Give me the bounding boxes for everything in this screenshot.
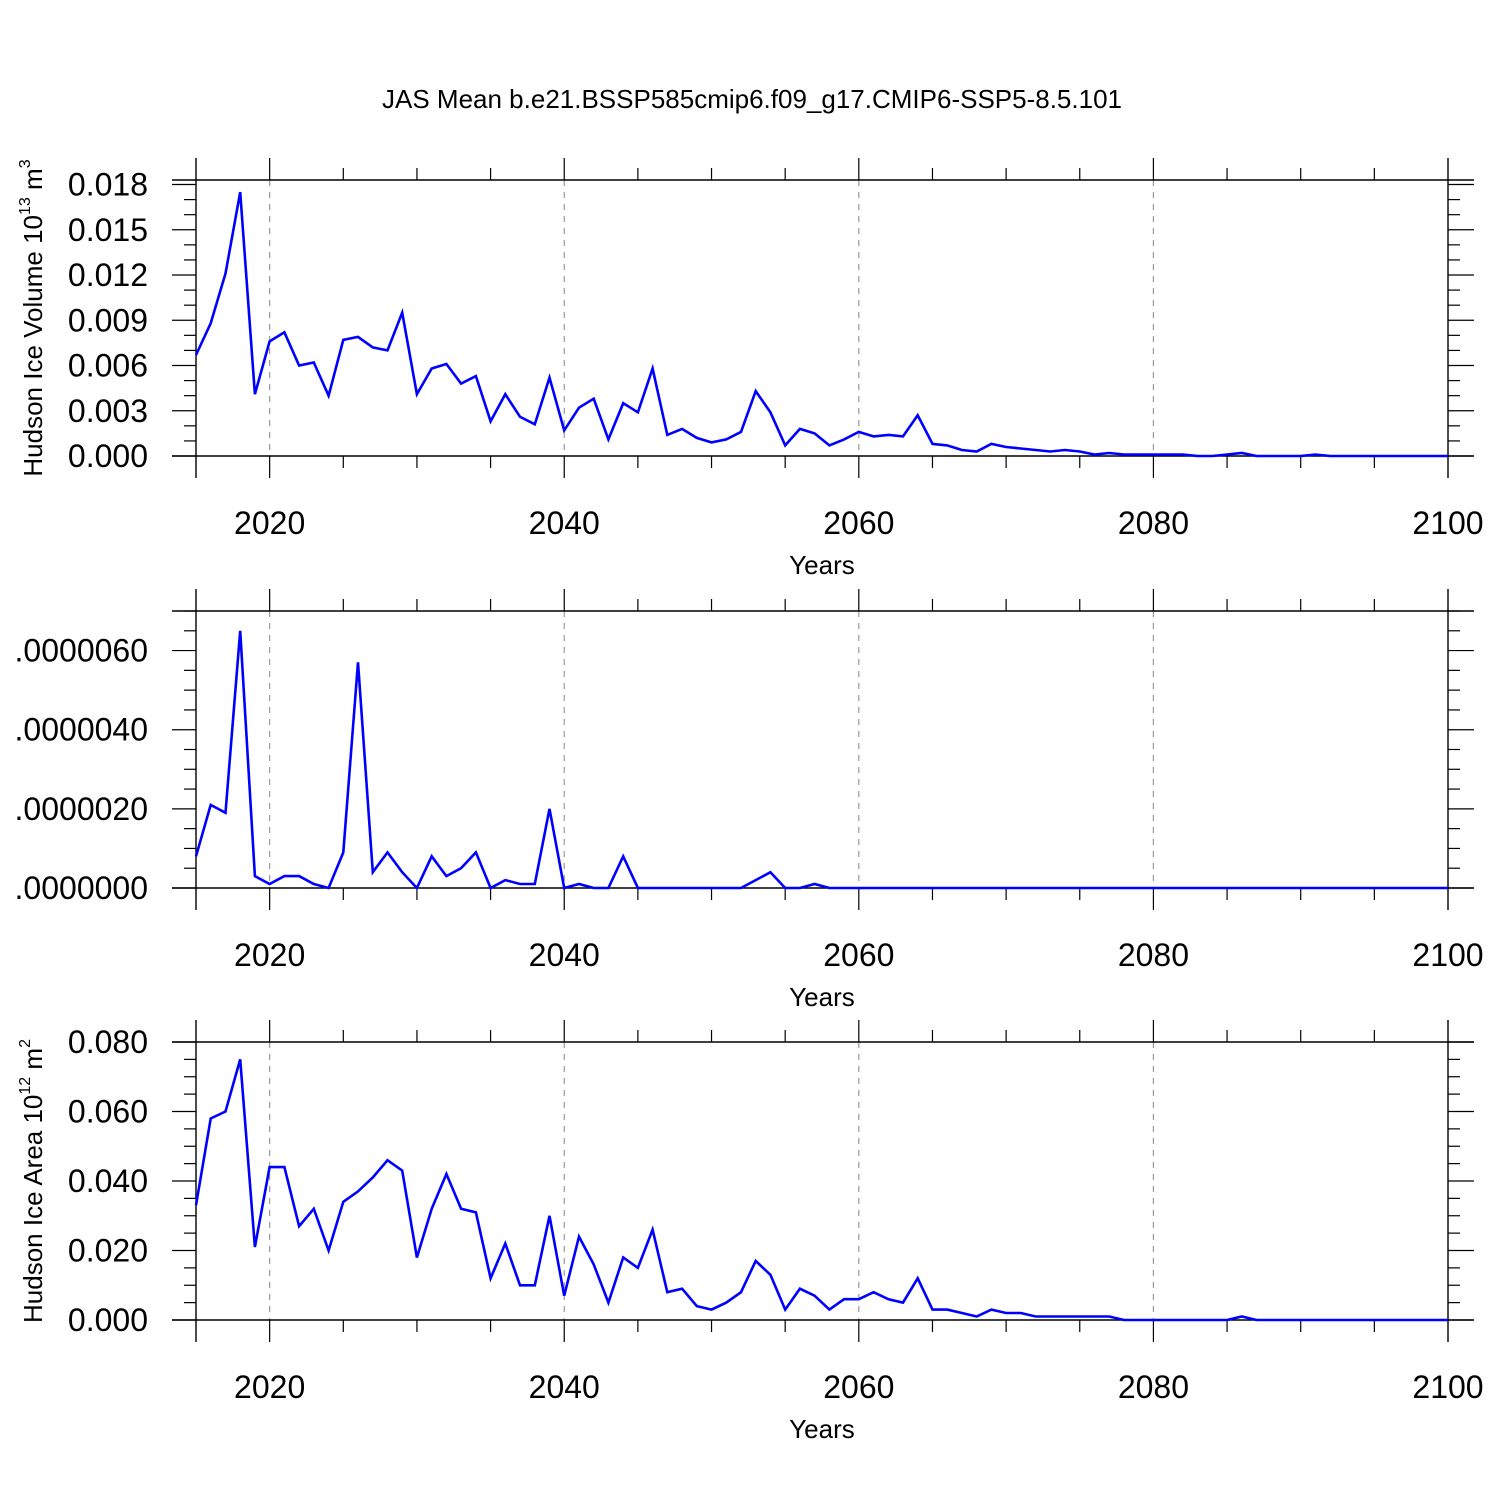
- y-tick-label: 0.006: [68, 348, 148, 384]
- x-tick-label: 2100: [1412, 937, 1483, 973]
- x-axis-label: Years: [789, 982, 855, 1012]
- y-tick-label: 0.000: [68, 438, 148, 474]
- x-tick-label: 2040: [529, 1369, 600, 1405]
- x-tick-label: 2040: [529, 937, 600, 973]
- x-tick-label: 2020: [234, 1369, 305, 1405]
- y-tick-label: 0.020: [68, 1233, 148, 1269]
- series-line: [194, 191, 1448, 458]
- y-tick-label: 0.060: [68, 1094, 148, 1130]
- series-line: [194, 1059, 1448, 1322]
- y-tick-label: .0000060: [15, 633, 148, 669]
- x-tick-label: 2020: [234, 937, 305, 973]
- chart-panels: 2020 2040 2060 2080 2100 0.000 0.003 0.006 0.009…: [15, 158, 1484, 1444]
- series-line: [194, 630, 1448, 891]
- y-tick-label: .0000020: [15, 791, 148, 827]
- chart-panel-3: 2020 2040 2060 2080 2100 0.000 0.020 0.040 0.060…: [17, 1020, 1484, 1444]
- x-axis-label: Years: [789, 1414, 855, 1444]
- y-tick-label: 0.003: [68, 393, 148, 429]
- chart-panel-1: 2020 2040 2060 2080 2100 0.000 0.003 0.006 0.009…: [17, 158, 1484, 580]
- y-tick-label: 0.009: [68, 302, 148, 338]
- x-tick-label: 2080: [1118, 1369, 1189, 1405]
- x-tick-label: 2060: [823, 505, 894, 541]
- y-tick-label: 0.080: [68, 1024, 148, 1060]
- y-tick-label: 0.015: [68, 212, 148, 248]
- y-axis-label: Hudson Ice Area 1012 m2: [17, 1039, 48, 1323]
- y-tick-label: 0.012: [68, 257, 148, 293]
- x-tick-label: 2100: [1412, 505, 1483, 541]
- chart-panel-2: 2020 2040 2060 2080 2100 .0000000 .0000020 .000…: [15, 589, 1484, 1012]
- y-tick-label: 0.040: [68, 1163, 148, 1199]
- y-tick-label: 0.018: [68, 167, 148, 203]
- y-axis-label: Hudson Ice Volume 1013 m3: [17, 159, 48, 476]
- x-tick-label: 2060: [823, 937, 894, 973]
- y-tick-label: .0000040: [15, 712, 148, 748]
- figure-title: JAS Mean b.e21.BSSP585cmip6.f09_g17.CMIP…: [382, 84, 1122, 114]
- x-tick-label: 2040: [529, 505, 600, 541]
- y-tick-label: .0000000: [15, 870, 148, 906]
- x-tick-label: 2020: [234, 505, 305, 541]
- x-axis-label: Years: [789, 550, 855, 580]
- x-tick-label: 2060: [823, 1369, 894, 1405]
- x-tick-label: 2080: [1118, 505, 1189, 541]
- x-tick-label: 2100: [1412, 1369, 1483, 1405]
- x-tick-label: 2080: [1118, 937, 1189, 973]
- y-tick-label: 0.000: [68, 1302, 148, 1338]
